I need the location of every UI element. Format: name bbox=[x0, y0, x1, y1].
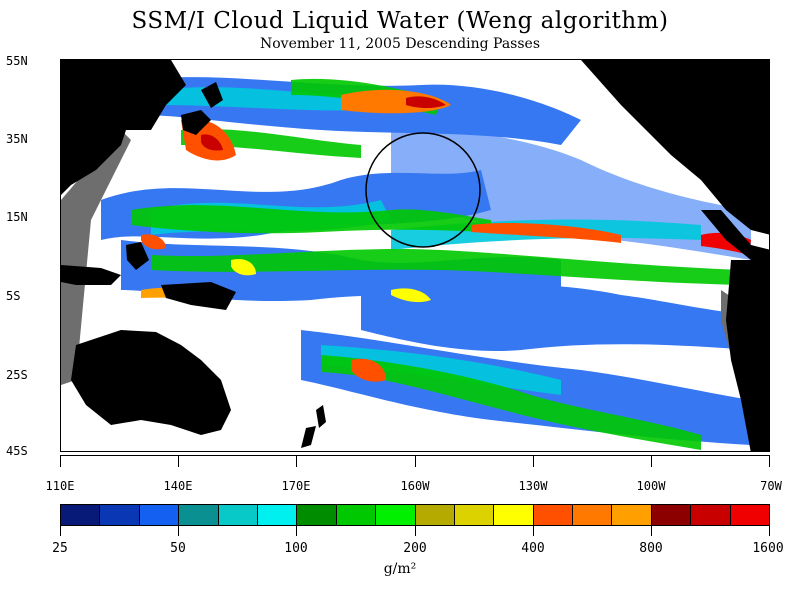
colorbar-tick bbox=[178, 526, 179, 536]
colorbar-tick bbox=[533, 526, 534, 536]
colorbar-tick bbox=[60, 526, 61, 536]
colorbar-segment bbox=[494, 505, 534, 525]
colorbar-label-400: 400 bbox=[521, 541, 545, 556]
colorbar-segment bbox=[573, 505, 613, 525]
colorbar-segment bbox=[730, 505, 770, 525]
lon-tick bbox=[651, 455, 652, 467]
lat-label-35n: 35N bbox=[6, 132, 28, 146]
lon-label-170e: 170E bbox=[281, 479, 311, 493]
colorbar-tick bbox=[296, 526, 297, 536]
lon-tick bbox=[60, 455, 61, 467]
lon-tick bbox=[415, 455, 416, 467]
lon-label-130w: 130W bbox=[518, 479, 548, 493]
lon-label-140e: 140E bbox=[163, 479, 193, 493]
colorbar-segment bbox=[415, 505, 455, 525]
lon-tick bbox=[769, 455, 770, 467]
colorbar-segment bbox=[257, 505, 298, 525]
lat-label-45s: 45S bbox=[6, 444, 28, 458]
map-subtitle: November 11, 2005 Descending Passes bbox=[259, 36, 540, 52]
map-panel bbox=[60, 59, 770, 452]
colorbar-label-800: 800 bbox=[639, 541, 663, 556]
colorbar-tick bbox=[769, 526, 770, 536]
colorbar-segment bbox=[533, 505, 574, 525]
colorbar-segment bbox=[651, 505, 692, 525]
colorbar-tick bbox=[651, 526, 652, 536]
colorbar-segment bbox=[336, 505, 377, 525]
lon-tick bbox=[296, 455, 297, 467]
colorbar-label-1600: 1600 bbox=[752, 541, 784, 556]
colorbar-segment bbox=[691, 505, 731, 525]
colorbar-segment bbox=[100, 505, 140, 525]
lon-label-110e: 110E bbox=[45, 479, 75, 493]
colorbar-segment bbox=[612, 505, 652, 525]
lon-label-100w: 100W bbox=[636, 479, 666, 493]
land-masses bbox=[61, 60, 769, 451]
colorbar-label-50: 50 bbox=[170, 541, 186, 556]
colorbar-segment bbox=[139, 505, 180, 525]
colorbar-segment bbox=[179, 505, 219, 525]
colorbar-segment bbox=[297, 505, 337, 525]
lon-label-160w: 160W bbox=[400, 479, 430, 493]
lon-tick bbox=[178, 455, 179, 467]
lon-label-70w: 70W bbox=[760, 479, 782, 493]
lat-label-5s: 5S bbox=[6, 289, 21, 303]
map-title: SSM/I Cloud Liquid Water (Weng algorithm… bbox=[131, 8, 669, 34]
colorbar-label-25: 25 bbox=[52, 541, 68, 556]
lon-tick bbox=[533, 455, 534, 467]
lat-label-25s: 25S bbox=[6, 368, 28, 382]
colorbar-segment bbox=[454, 505, 495, 525]
lat-label-15n: 15N bbox=[6, 210, 28, 224]
highlight-circle bbox=[365, 132, 481, 248]
cloud-water-map bbox=[61, 60, 769, 451]
color-scale-bar bbox=[60, 504, 770, 526]
colorbar-label-100: 100 bbox=[284, 541, 308, 556]
colorbar-label-200: 200 bbox=[403, 541, 427, 556]
colorbar-segment bbox=[61, 505, 101, 525]
colorbar-tick bbox=[415, 526, 416, 536]
colorbar-segment bbox=[376, 505, 416, 525]
colorbar-segment bbox=[218, 505, 258, 525]
lat-label-55n: 55N bbox=[6, 54, 28, 68]
colorbar-units: g/m² bbox=[383, 561, 417, 577]
